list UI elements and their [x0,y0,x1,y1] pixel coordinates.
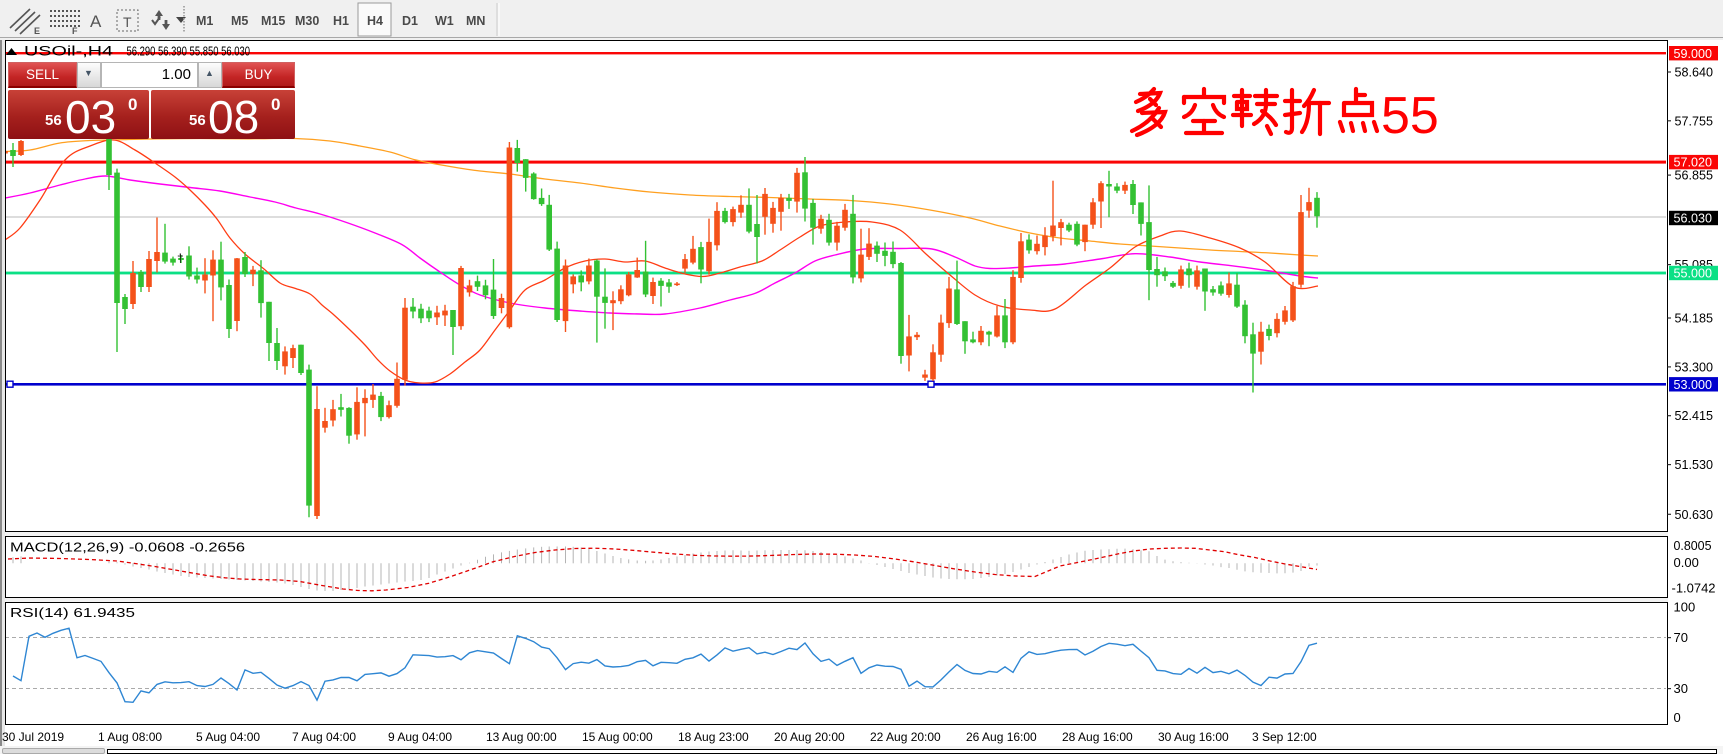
svg-text:30 Jul 2019: 30 Jul 2019 [2,730,64,744]
svg-text:5 Aug 04:00: 5 Aug 04:00 [196,730,260,744]
svg-text:55: 55 [1381,87,1439,145]
svg-text:M5: M5 [231,14,248,28]
svg-text:30: 30 [1674,681,1688,696]
svg-text:†: † [177,251,184,265]
svg-text:H1: H1 [333,14,349,28]
svg-text:F: F [72,26,78,36]
svg-text:51.530: 51.530 [1675,457,1714,472]
svg-text:18 Aug 23:00: 18 Aug 23:00 [678,730,749,744]
svg-text:9 Aug 04:00: 9 Aug 04:00 [388,730,452,744]
svg-text:A: A [90,12,102,31]
svg-text:D1: D1 [402,14,418,28]
svg-text:55.000: 55.000 [1674,266,1713,281]
svg-text:30 Aug 16:00: 30 Aug 16:00 [1158,730,1229,744]
svg-text:M30: M30 [295,14,319,28]
svg-text:26 Aug 16:00: 26 Aug 16:00 [966,730,1037,744]
svg-text:3 Sep 12:00: 3 Sep 12:00 [1252,730,1317,744]
svg-text:57.020: 57.020 [1674,155,1713,170]
svg-text:28 Aug 16:00: 28 Aug 16:00 [1062,730,1133,744]
svg-text:M1: M1 [196,14,213,28]
svg-text:0: 0 [1674,710,1681,725]
svg-text:RSI(14) 61.9435: RSI(14) 61.9435 [10,605,135,620]
svg-text:W1: W1 [435,14,454,28]
svg-text:7 Aug 04:00: 7 Aug 04:00 [292,730,356,744]
svg-text:13 Aug 00:00: 13 Aug 00:00 [486,730,557,744]
svg-text:MN: MN [466,14,485,28]
svg-text:70: 70 [1674,630,1688,645]
svg-text:59.000: 59.000 [1674,46,1713,61]
svg-text:56.030: 56.030 [1674,211,1713,226]
svg-text:USOil-,H4: USOil-,H4 [24,44,114,59]
svg-text:54.185: 54.185 [1675,311,1714,326]
svg-text:1 Aug 08:00: 1 Aug 08:00 [98,730,162,744]
svg-text:53.300: 53.300 [1675,359,1714,374]
svg-text:15 Aug 00:00: 15 Aug 00:00 [582,730,653,744]
svg-text:56.290 56.390 55.850 56.030: 56.290 56.390 55.850 56.030 [127,44,251,59]
svg-text:M15: M15 [261,14,285,28]
svg-text:H4: H4 [367,14,383,28]
svg-text:20 Aug 20:00: 20 Aug 20:00 [774,730,845,744]
svg-text:58.640: 58.640 [1675,65,1714,80]
svg-text:E: E [34,26,40,36]
svg-text:0.00: 0.00 [1674,555,1699,570]
svg-text:50.630: 50.630 [1675,507,1714,522]
svg-text:T: T [123,14,132,30]
svg-text:-1.0742: -1.0742 [1672,581,1716,596]
svg-text:100: 100 [1674,600,1696,615]
svg-text:57.755: 57.755 [1675,113,1714,128]
svg-text:MACD(12,26,9) -0.0608 -0.2656: MACD(12,26,9) -0.0608 -0.2656 [10,540,245,555]
svg-text:22 Aug 20:00: 22 Aug 20:00 [870,730,941,744]
svg-text:52.415: 52.415 [1675,408,1714,423]
svg-text:0.8005: 0.8005 [1674,538,1712,553]
svg-text:53.000: 53.000 [1674,377,1713,392]
svg-text:56.855: 56.855 [1675,168,1714,183]
